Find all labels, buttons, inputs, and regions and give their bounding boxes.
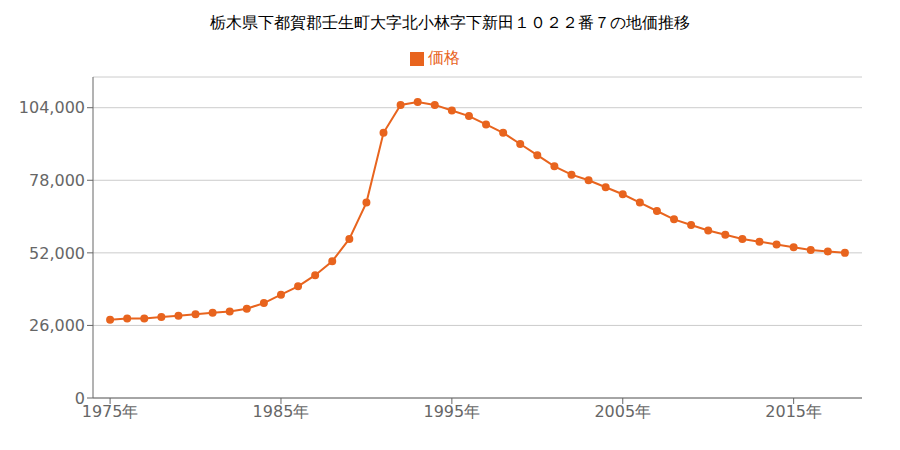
- svg-text:2015年: 2015年: [765, 402, 822, 421]
- svg-text:2005年: 2005年: [594, 402, 651, 421]
- svg-text:26,000: 26,000: [29, 316, 85, 335]
- svg-text:78,000: 78,000: [29, 171, 85, 190]
- svg-text:52,000: 52,000: [29, 244, 85, 263]
- html-text:栃木県下都賀郡壬生町大字北小林字下新田１０２２番７の地価推移: 栃木県下都賀郡壬生町大字北小林字下新田１０２２番７の地価推移: [210, 13, 690, 32]
- svg-text:1985年: 1985年: [253, 402, 310, 421]
- svg-text:1975年: 1975年: [82, 402, 139, 421]
- html-text:価格: 価格: [428, 48, 460, 67]
- svg-text:104,000: 104,000: [19, 98, 85, 117]
- svg-text:0: 0: [75, 389, 85, 408]
- svg-text:1995年: 1995年: [424, 402, 481, 421]
